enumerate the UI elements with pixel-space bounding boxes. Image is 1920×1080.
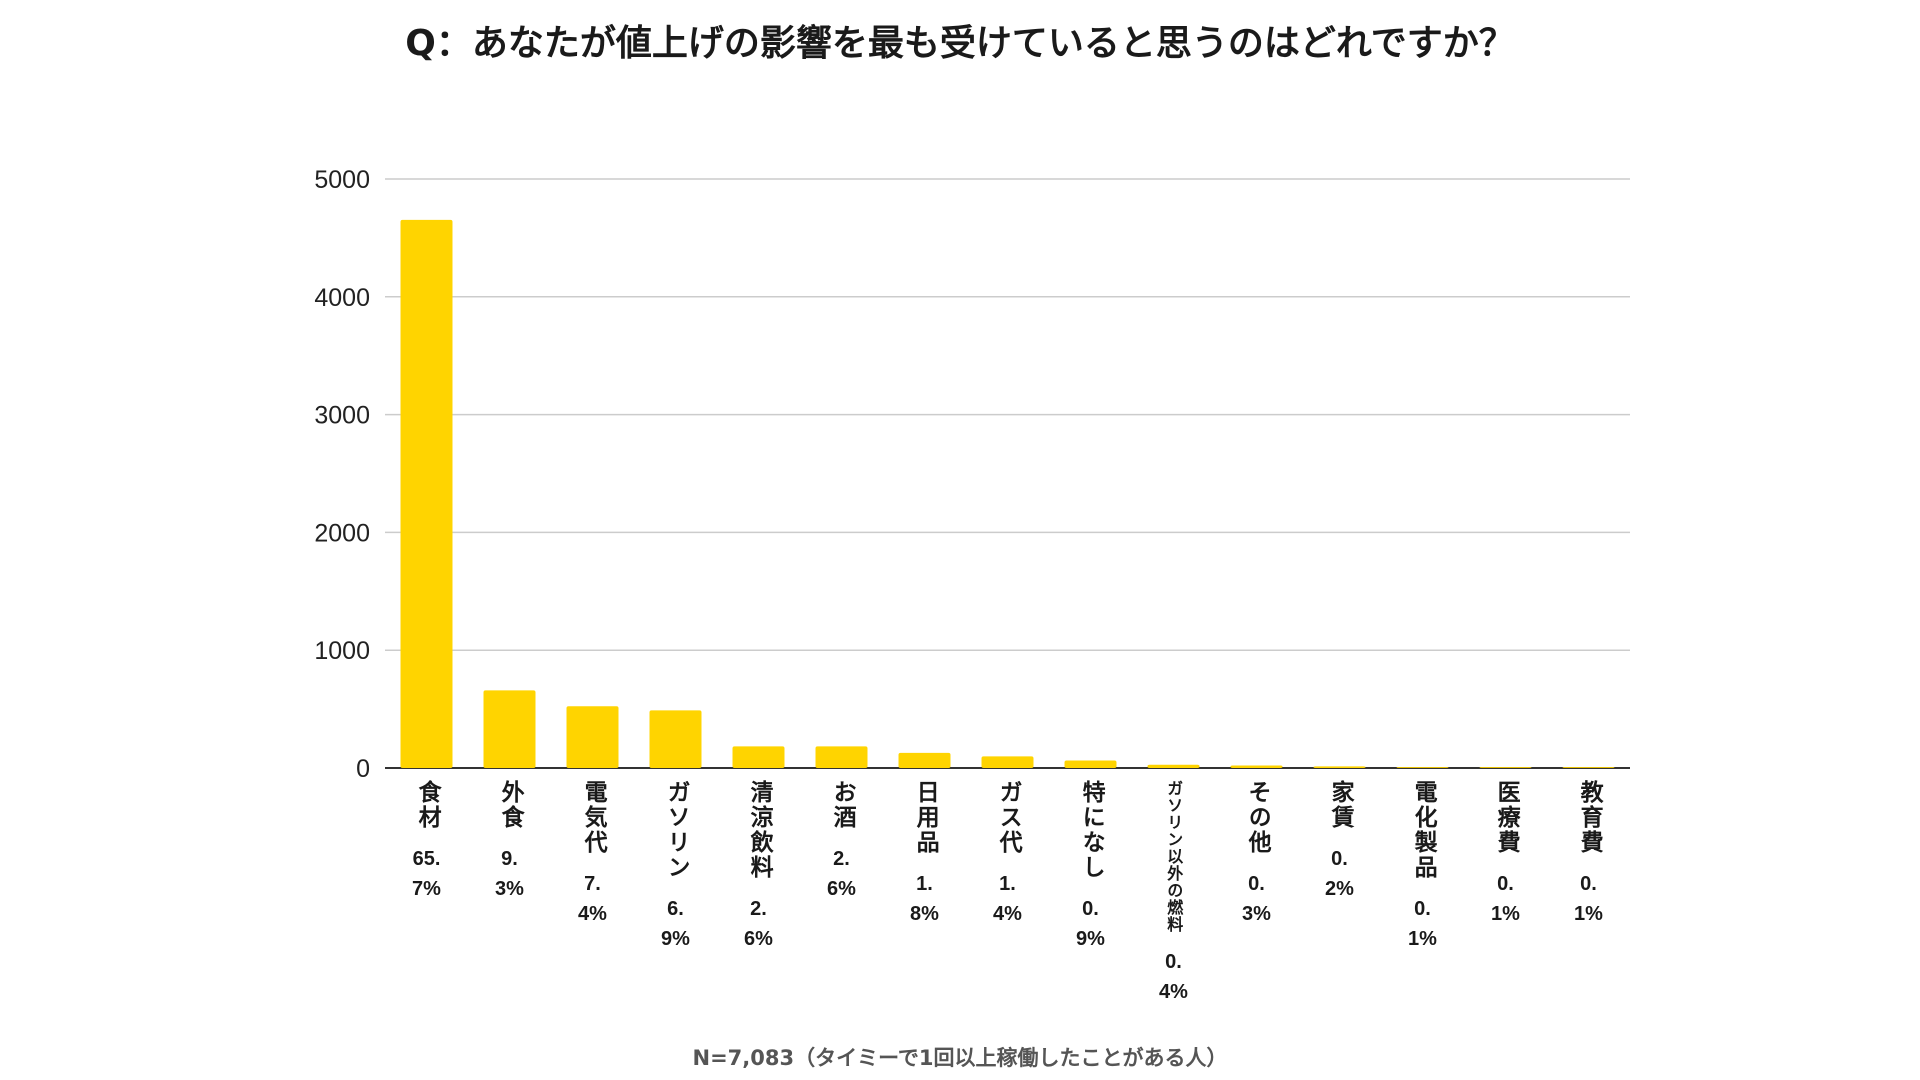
bar bbox=[400, 219, 453, 769]
x-category-label: その他 0.3% bbox=[1217, 780, 1297, 929]
bar bbox=[898, 752, 951, 768]
x-tick-label: ガソリン以外の燃料 bbox=[1164, 780, 1184, 933]
bar bbox=[566, 706, 619, 768]
x-category-label: 電化製品 0.1% bbox=[1383, 780, 1463, 954]
bar bbox=[1313, 766, 1366, 768]
x-tick-label: 清涼飲料 bbox=[746, 780, 773, 880]
y-tick-label: 5000 bbox=[314, 166, 370, 194]
x-category-label: 外食 9.3% bbox=[470, 780, 550, 904]
x-tick-label: 電化製品 bbox=[1410, 780, 1437, 880]
percent-label: 0.1% bbox=[1408, 898, 1437, 950]
chart-title: Q：あなたが値上げの影響を最も受けていると思うのはどれですか？ bbox=[405, 23, 1515, 64]
x-category-label: お酒 2.6% bbox=[802, 780, 882, 904]
percent-label: 6.9% bbox=[661, 898, 690, 950]
percent-label: 2.6% bbox=[744, 898, 773, 950]
x-category-label: ガソリン以外の燃料 0.4% bbox=[1134, 780, 1214, 1007]
chart-footnote: N=7,083（タイミーで1回以上稼働したことがある人） bbox=[692, 1046, 1228, 1070]
bar bbox=[1230, 765, 1283, 768]
x-category-label: ガス代 1.4% bbox=[968, 780, 1048, 929]
x-tick-label: 日用品 bbox=[912, 780, 939, 855]
x-category-label: 清涼飲料 2.6% bbox=[719, 780, 799, 954]
x-category-label: 家賃 0.2% bbox=[1300, 780, 1380, 904]
y-tick-label: 1000 bbox=[314, 637, 370, 665]
x-tick-label: ガス代 bbox=[995, 780, 1022, 855]
percent-label: 1.4% bbox=[993, 873, 1022, 925]
x-category-label: 医療費 0.1% bbox=[1466, 780, 1546, 929]
bar bbox=[1147, 764, 1200, 768]
bar bbox=[1396, 767, 1449, 768]
x-tick-label: 外食 bbox=[497, 780, 524, 830]
x-tick-label: ガソリン bbox=[663, 780, 690, 880]
x-tick-label: 家賃 bbox=[1327, 780, 1354, 830]
x-tick-label: 電気代 bbox=[580, 780, 607, 855]
y-tick-label: 0 bbox=[356, 755, 370, 783]
x-category-label: 食材 65.7% bbox=[387, 780, 467, 904]
percent-label: 0.3% bbox=[1242, 873, 1271, 925]
bar bbox=[649, 710, 702, 768]
percent-label: 65.7% bbox=[412, 848, 441, 900]
y-tick-label: 3000 bbox=[314, 402, 370, 430]
x-category-label: 日用品 1.8% bbox=[885, 780, 965, 929]
bar bbox=[1064, 760, 1117, 768]
bar bbox=[981, 756, 1034, 768]
x-category-label: 教育費 0.1% bbox=[1549, 780, 1629, 929]
percent-label: 1.8% bbox=[910, 873, 939, 925]
y-tick-label: 2000 bbox=[314, 519, 370, 547]
percent-label: 7.4% bbox=[578, 873, 607, 925]
x-category-label: 電気代 7.4% bbox=[553, 780, 633, 929]
x-tick-label: 特になし bbox=[1078, 780, 1105, 880]
percent-label: 0.1% bbox=[1491, 873, 1520, 925]
percent-label: 0.2% bbox=[1325, 848, 1354, 900]
percent-label: 9.3% bbox=[495, 848, 524, 900]
percent-label: 0.9% bbox=[1076, 898, 1105, 950]
percent-label: 2.6% bbox=[827, 848, 856, 900]
x-tick-label: 食材 bbox=[414, 780, 441, 830]
x-tick-label: その他 bbox=[1244, 780, 1271, 855]
percent-label: 0.1% bbox=[1574, 873, 1603, 925]
bar bbox=[815, 746, 868, 768]
bar bbox=[732, 746, 785, 768]
y-tick-label: 4000 bbox=[314, 284, 370, 312]
bar bbox=[483, 690, 536, 768]
bar bbox=[1562, 767, 1615, 768]
bar bbox=[1479, 767, 1532, 768]
x-tick-label: お酒 bbox=[829, 780, 856, 830]
x-category-label: 特になし 0.9% bbox=[1051, 780, 1131, 954]
x-category-label: ガソリン 6.9% bbox=[636, 780, 716, 954]
x-tick-label: 教育費 bbox=[1576, 780, 1603, 855]
x-tick-label: 医療費 bbox=[1493, 780, 1520, 855]
percent-label: 0.4% bbox=[1159, 951, 1188, 1003]
